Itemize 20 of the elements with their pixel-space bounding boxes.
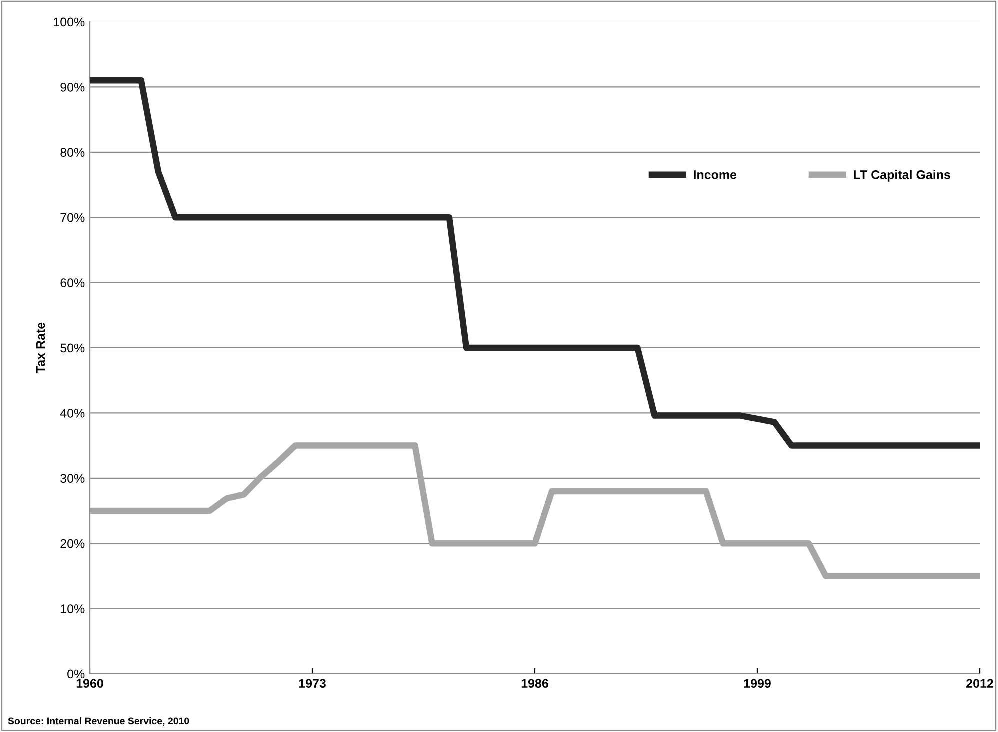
y-tick-label: 60%: [60, 278, 85, 288]
y-tick-label: 30%: [60, 474, 85, 484]
legend-label: Income: [694, 170, 737, 180]
y-tick-label: 50%: [60, 344, 85, 353]
source-note: Source: Internal Revenue Service, 2010: [8, 717, 190, 726]
x-tick-label: 1973: [299, 679, 326, 688]
y-tick-label: 80%: [60, 148, 85, 158]
y-tick-label: 0%: [68, 670, 85, 679]
y-tick-label: 20%: [60, 539, 85, 548]
y-tick-label: 10%: [61, 604, 85, 614]
y-tick-label: 70%: [60, 213, 85, 222]
x-tick-label: 1986: [522, 679, 548, 688]
x-tick-label: 1960: [76, 679, 104, 688]
y-tick-label: 100%: [54, 18, 85, 27]
y-tick-label: 40%: [60, 409, 85, 418]
legend-label: LT Capital Gains: [854, 170, 950, 182]
y-tick-label: 90%: [60, 83, 85, 92]
x-tick-label: 1999: [744, 679, 771, 688]
x-tick-label: 2012: [966, 679, 994, 688]
y-axis-title: Tax Rate: [36, 322, 46, 374]
